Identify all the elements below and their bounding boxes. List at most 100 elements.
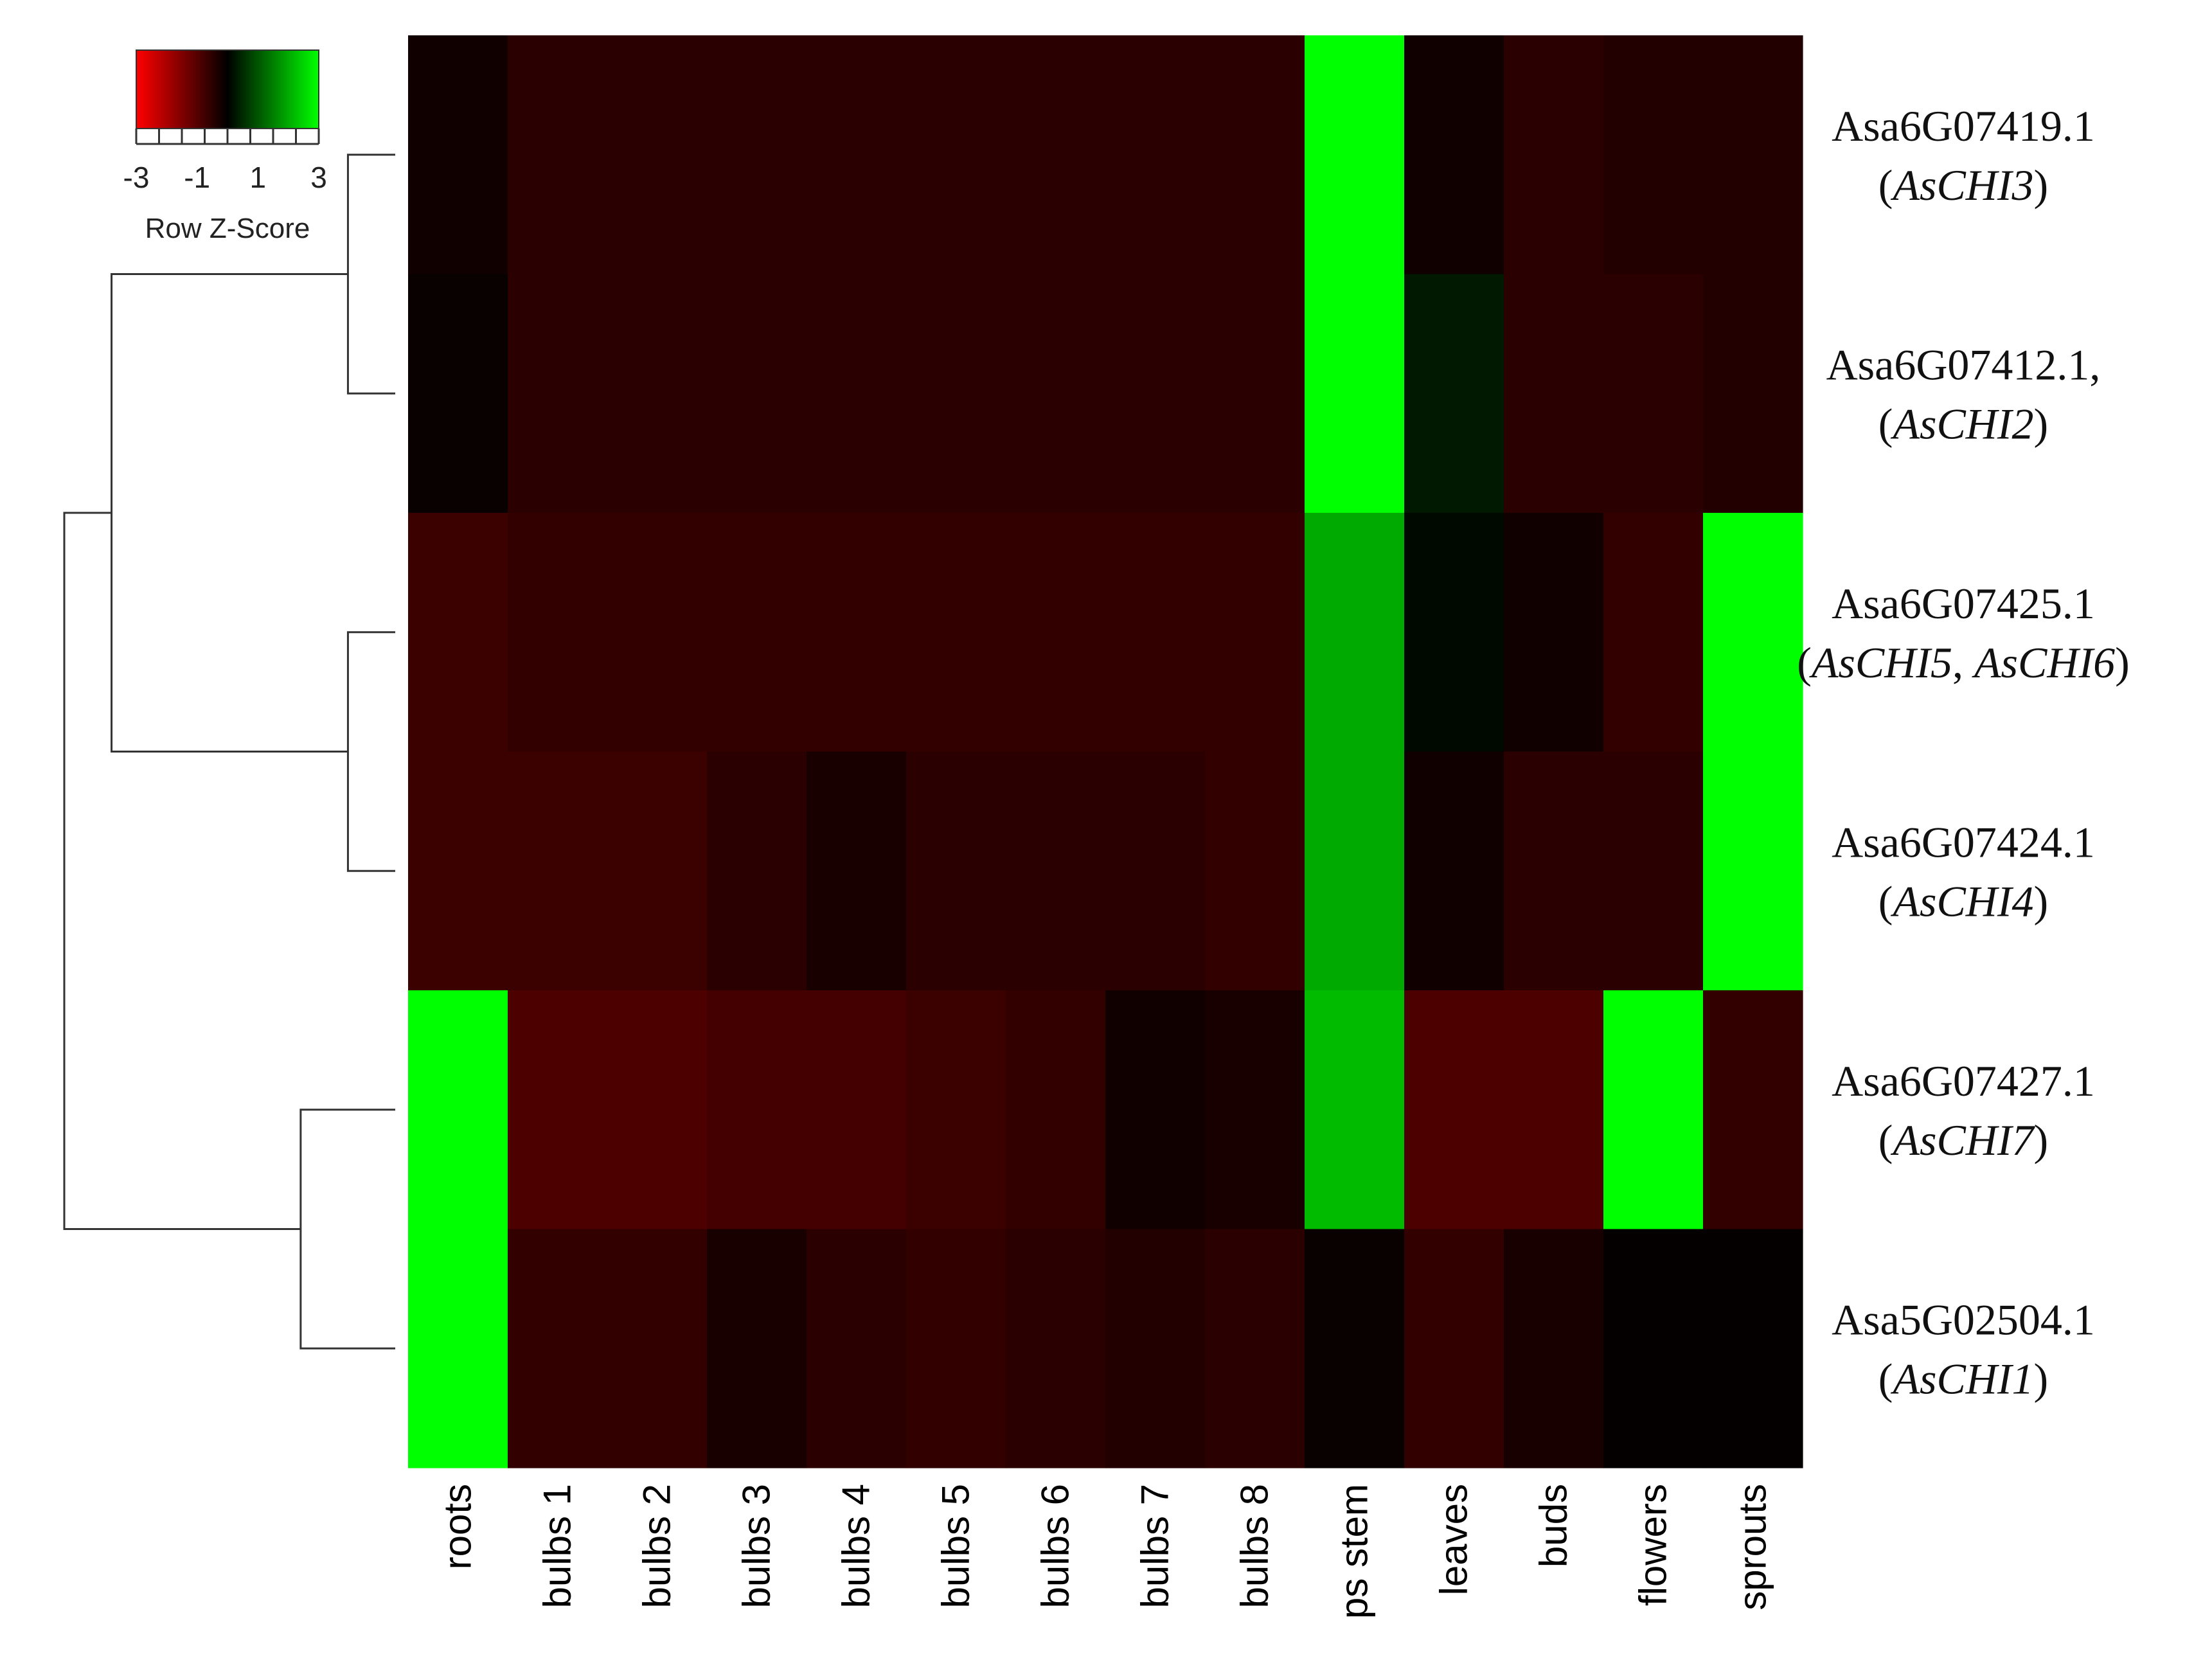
heatmap-cell-r1-bulbs-2 bbox=[607, 274, 708, 513]
heatmap-cell-r0-bulbs-6 bbox=[1006, 35, 1106, 275]
heatmap-cell-r2-bulbs-5 bbox=[906, 513, 1006, 753]
heatmap-cell-r3-bulbs-3 bbox=[707, 751, 807, 991]
heatmap-cell-r4-sprouts bbox=[1703, 990, 1803, 1230]
heatmap-cell-r5-leaves bbox=[1404, 1229, 1504, 1468]
heatmap-cell-r3-bulbs-5 bbox=[906, 751, 1006, 991]
column-label-leaves: leaves bbox=[1432, 1484, 1476, 1595]
heatmap-cell-r4-roots bbox=[408, 990, 508, 1230]
column-label-buds: buds bbox=[1532, 1484, 1575, 1567]
color-key-tick-label: -3 bbox=[123, 161, 150, 194]
heatmap-cell-r2-roots bbox=[408, 513, 508, 753]
heatmap-cell-r1-bulbs-3 bbox=[707, 274, 807, 513]
heatmap-cell-r5-bulbs-2 bbox=[607, 1229, 708, 1468]
heatmap-cell-r5-bulbs-6 bbox=[1006, 1229, 1106, 1468]
heatmap-cell-r2-bulbs-7 bbox=[1105, 513, 1206, 753]
heatmap-cell-r4-bulbs-5 bbox=[906, 990, 1006, 1230]
heatmap-cell-r5-flowers bbox=[1603, 1229, 1704, 1468]
heatmap-cell-r2-sprouts bbox=[1703, 513, 1803, 753]
heatmap-cell-r1-bulbs-5 bbox=[906, 274, 1006, 513]
heatmap-cell-r0-bulbs-1 bbox=[508, 35, 608, 275]
heatmap-cell-r3-roots bbox=[408, 751, 508, 991]
heatmap-cell-r3-bulbs-4 bbox=[807, 751, 907, 991]
row-label-gene: (AsCHI7) bbox=[1878, 1116, 2048, 1164]
heatmap-cell-r5-ps-stem bbox=[1305, 1229, 1405, 1468]
row-label-gene: (AsCHI4) bbox=[1878, 877, 2048, 925]
heatmap-cell-r4-bulbs-4 bbox=[807, 990, 907, 1230]
heatmap-cell-r1-leaves bbox=[1404, 274, 1504, 513]
column-label-bulbs-2: bulbs 2 bbox=[636, 1484, 679, 1608]
heatmap-cell-r4-buds bbox=[1504, 990, 1604, 1230]
column-label-flowers: flowers bbox=[1632, 1484, 1675, 1606]
heatmap-cell-r4-bulbs-8 bbox=[1205, 990, 1305, 1230]
dendrogram-branch bbox=[346, 154, 395, 395]
heatmap-cell-r2-bulbs-8 bbox=[1205, 513, 1305, 753]
heatmap-cell-r5-bulbs-5 bbox=[906, 1229, 1006, 1468]
heatmap-cell-r2-leaves bbox=[1404, 513, 1504, 753]
heatmap-cell-r2-bulbs-3 bbox=[707, 513, 807, 753]
row-label-id: Asa6G07419.1 bbox=[1832, 102, 2095, 150]
heatmap-cell-r0-ps-stem bbox=[1305, 35, 1405, 275]
heatmap-cell-r1-buds bbox=[1504, 274, 1604, 513]
heatmap-cell-r0-bulbs-8 bbox=[1205, 35, 1305, 275]
heatmap-cell-r2-bulbs-2 bbox=[607, 513, 708, 753]
heatmap-cell-r0-bulbs-7 bbox=[1105, 35, 1206, 275]
column-label-ps-stem: ps stem bbox=[1333, 1484, 1376, 1619]
heatmap-cell-r5-bulbs-3 bbox=[707, 1229, 807, 1468]
heatmap-cell-r2-ps-stem bbox=[1305, 513, 1405, 753]
dendrogram-branch bbox=[111, 273, 348, 753]
color-key-title: Row Z-Score bbox=[145, 213, 310, 244]
row-label-id: Asa6G07427.1 bbox=[1832, 1056, 2095, 1105]
column-label-sprouts: sprouts bbox=[1731, 1484, 1774, 1610]
heatmap-cell-r1-bulbs-1 bbox=[508, 274, 608, 513]
heatmap-cell-r4-ps-stem bbox=[1305, 990, 1405, 1230]
column-label-bulbs-3: bulbs 3 bbox=[735, 1484, 778, 1608]
heatmap-cell-r3-sprouts bbox=[1703, 751, 1803, 991]
heatmap-cell-r0-bulbs-4 bbox=[807, 35, 907, 275]
heatmap-cell-r1-flowers bbox=[1603, 274, 1704, 513]
heatmap-cell-r3-bulbs-7 bbox=[1105, 751, 1206, 991]
heatmap-cell-r1-bulbs-8 bbox=[1205, 274, 1305, 513]
color-key-ticks bbox=[135, 129, 320, 145]
row-label-gene: (AsCHI2) bbox=[1878, 399, 2048, 448]
color-key-tick-label: 3 bbox=[310, 161, 327, 194]
color-key-tick-label: 1 bbox=[250, 161, 267, 194]
dendrogram-branch bbox=[63, 512, 301, 1230]
heatmap-cell-r0-buds bbox=[1504, 35, 1604, 275]
heatmap-cell-r5-bulbs-7 bbox=[1105, 1229, 1206, 1468]
heatmap-cell-r1-roots bbox=[408, 274, 508, 513]
heatmap-cell-r2-bulbs-4 bbox=[807, 513, 907, 753]
row-label-id: Asa5G02504.1 bbox=[1832, 1295, 2095, 1344]
row-dendrogram bbox=[63, 154, 395, 1350]
heatmap-cell-r5-bulbs-8 bbox=[1205, 1229, 1305, 1468]
color-key-gradient bbox=[136, 49, 319, 129]
heatmap-cell-r3-leaves bbox=[1404, 751, 1504, 991]
heatmap-cell-r0-sprouts bbox=[1703, 35, 1803, 275]
row-label-id: Asa6G07424.1 bbox=[1832, 817, 2095, 866]
heatmap-cell-r5-bulbs-4 bbox=[807, 1229, 907, 1468]
heatmap-cell-r3-bulbs-1 bbox=[508, 751, 608, 991]
heatmap-cell-r3-ps-stem bbox=[1305, 751, 1405, 991]
column-label-bulbs-6: bulbs 6 bbox=[1034, 1484, 1077, 1608]
column-label-roots: roots bbox=[436, 1484, 479, 1569]
heatmap-cell-r3-bulbs-8 bbox=[1205, 751, 1305, 991]
heatmap-cell-r0-bulbs-2 bbox=[607, 35, 708, 275]
column-label-bulbs-7: bulbs 7 bbox=[1134, 1484, 1177, 1608]
heatmap-cell-r0-leaves bbox=[1404, 35, 1504, 275]
heatmap-cell-r0-flowers bbox=[1603, 35, 1704, 275]
column-labels: roots bulbs 1 bulbs 2 bulbs 3 bulbs 4 bulbs 5… bbox=[436, 1484, 1774, 1619]
heatmap-cell-r4-bulbs-3 bbox=[707, 990, 807, 1230]
column-label-bulbs-4: bulbs 4 bbox=[835, 1484, 878, 1608]
heatmap-cell-r3-buds bbox=[1504, 751, 1604, 991]
heatmap-cell-r5-buds bbox=[1504, 1229, 1604, 1468]
heatmap-cell-r4-bulbs-2 bbox=[607, 990, 708, 1230]
dendrogram-branch bbox=[299, 1109, 395, 1350]
heatmap-cell-r2-bulbs-6 bbox=[1006, 513, 1106, 753]
color-key-tick-labels: -3 -1 1 3 bbox=[123, 161, 327, 194]
heatmap-cell-r4-flowers bbox=[1603, 990, 1704, 1230]
row-label-gene: (AsCHI1) bbox=[1878, 1354, 2048, 1403]
row-label-id: Asa6G07412.1, bbox=[1826, 340, 2101, 389]
heatmap-cell-r1-sprouts bbox=[1703, 274, 1803, 513]
heatmap-cell-r3-bulbs-6 bbox=[1006, 751, 1106, 991]
color-key-legend: -3 -1 1 3 Row Z-Score bbox=[123, 49, 327, 244]
